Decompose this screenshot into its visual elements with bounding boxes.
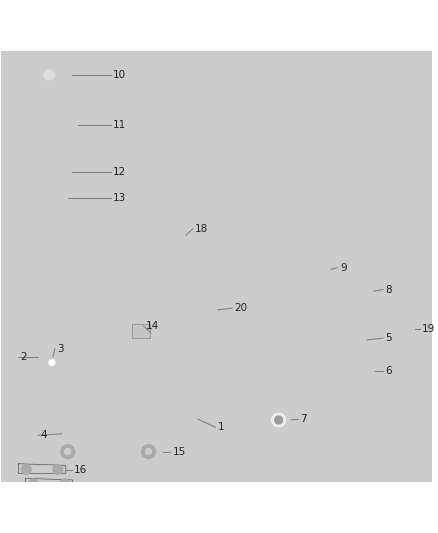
Circle shape (227, 182, 277, 231)
Text: 18: 18 (195, 224, 208, 234)
Circle shape (53, 464, 63, 474)
Polygon shape (144, 300, 383, 328)
Polygon shape (18, 464, 66, 473)
Circle shape (141, 445, 155, 458)
Text: 11: 11 (114, 118, 127, 128)
Circle shape (65, 449, 71, 455)
Circle shape (40, 66, 58, 84)
Polygon shape (351, 322, 415, 338)
Text: 8: 8 (385, 285, 392, 295)
Circle shape (237, 191, 267, 221)
Text: 19: 19 (422, 324, 435, 334)
Polygon shape (62, 330, 413, 427)
Polygon shape (316, 357, 375, 387)
Text: 16: 16 (74, 465, 87, 475)
Circle shape (272, 413, 286, 427)
Polygon shape (223, 107, 423, 208)
Text: 10: 10 (114, 68, 127, 78)
Circle shape (352, 325, 360, 333)
Text: 1: 1 (218, 422, 224, 432)
Circle shape (28, 479, 38, 489)
Polygon shape (252, 71, 420, 148)
Text: 6: 6 (385, 366, 392, 376)
Polygon shape (415, 124, 424, 146)
Text: 5: 5 (385, 333, 392, 343)
Circle shape (367, 325, 374, 333)
Circle shape (396, 325, 404, 333)
Circle shape (61, 445, 74, 458)
Circle shape (60, 479, 70, 489)
Text: 13: 13 (113, 193, 127, 203)
Polygon shape (259, 77, 407, 146)
Text: 11: 11 (113, 120, 127, 130)
Polygon shape (99, 389, 131, 414)
Circle shape (49, 360, 55, 366)
Circle shape (380, 191, 410, 221)
Ellipse shape (27, 166, 69, 175)
Text: 9: 9 (340, 263, 346, 273)
Text: 2: 2 (21, 352, 27, 362)
Text: 20: 20 (234, 303, 247, 313)
Circle shape (275, 416, 283, 424)
Circle shape (44, 70, 54, 80)
Text: 10: 10 (113, 70, 127, 80)
Circle shape (381, 325, 389, 333)
Ellipse shape (28, 104, 72, 114)
Text: 4: 4 (40, 430, 47, 440)
Text: 3: 3 (57, 344, 64, 354)
Circle shape (371, 182, 420, 231)
Circle shape (145, 449, 152, 455)
Text: 14: 14 (146, 321, 159, 331)
Text: 12: 12 (114, 166, 127, 175)
Circle shape (42, 165, 54, 176)
Text: 12: 12 (113, 167, 127, 177)
Polygon shape (321, 326, 367, 354)
Text: 13: 13 (114, 191, 127, 201)
Circle shape (21, 464, 31, 474)
FancyBboxPatch shape (132, 325, 149, 338)
Circle shape (387, 198, 403, 214)
Circle shape (266, 407, 291, 433)
Circle shape (244, 198, 260, 214)
Polygon shape (301, 389, 344, 407)
Text: 15: 15 (173, 447, 186, 457)
Polygon shape (99, 411, 375, 430)
Polygon shape (25, 478, 73, 488)
Text: 7: 7 (300, 414, 307, 424)
Circle shape (45, 356, 59, 369)
Polygon shape (147, 281, 375, 303)
Polygon shape (166, 225, 186, 268)
FancyBboxPatch shape (52, 441, 165, 462)
Polygon shape (226, 152, 247, 168)
FancyBboxPatch shape (60, 422, 316, 430)
Polygon shape (127, 316, 166, 349)
